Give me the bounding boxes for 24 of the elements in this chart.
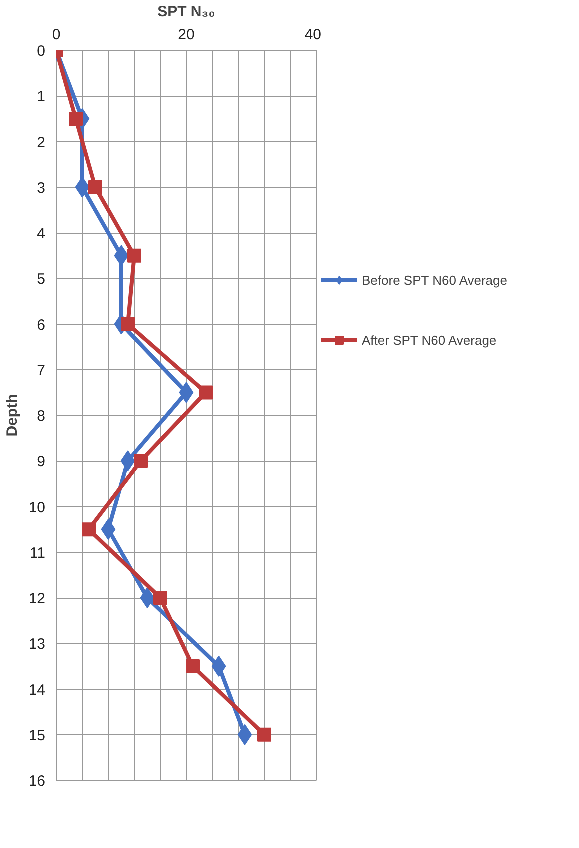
y-tick-label: 4 xyxy=(37,226,46,242)
y-tick-label: 7 xyxy=(37,362,46,380)
y-tick-label: 3 xyxy=(37,180,46,197)
y-tick-label: 6 xyxy=(37,316,46,334)
y-axis-title: Depth xyxy=(4,394,21,437)
legend-label: After SPT N60 Average xyxy=(362,332,497,348)
y-tick-label: 10 xyxy=(28,499,46,516)
y-tick-label: 13 xyxy=(28,636,46,654)
y-tick-label: 9 xyxy=(37,454,46,471)
y-tick-label: 0 xyxy=(37,43,46,60)
y-tick-label: 14 xyxy=(28,682,46,699)
y-tick-label: 8 xyxy=(37,408,46,425)
x-tick-label: 20 xyxy=(178,26,195,44)
y-tick-label: 1 xyxy=(37,88,46,106)
y-tick-label: 15 xyxy=(28,727,46,744)
x-axis-title: SPT N₃₀ xyxy=(158,4,216,20)
legend-label: Before SPT N60 Average xyxy=(362,272,508,288)
y-tick-label: 12 xyxy=(28,590,46,608)
x-tick-label: 40 xyxy=(304,26,322,44)
y-tick-label: 2 xyxy=(37,134,46,152)
y-tick-label: 11 xyxy=(30,544,46,562)
y-tick-label: 5 xyxy=(37,271,46,288)
x-tick-label: 0 xyxy=(52,26,61,44)
y-tick-label: 16 xyxy=(28,773,46,790)
